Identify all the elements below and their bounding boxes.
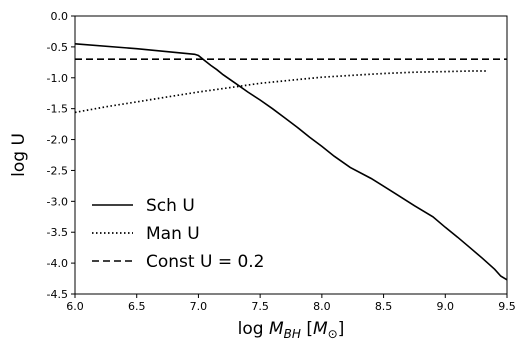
y-tick-label: -3.5 [47,226,68,239]
y-tick-label: -2.0 [47,134,68,147]
y-tick-label: -2.5 [47,164,68,177]
y-tick-label: -4.5 [47,288,68,301]
x-tick-label: 8.0 [313,300,331,313]
y-tick-label: -0.5 [47,41,68,54]
axis-ticks: 6.0 6.5 7.0 7.5 8.0 8.5 9.0 9.5 0.0 -0.5 -1.0 -1.5 -… [47,10,516,313]
y-tick-label: -1.0 [47,72,68,85]
x-tick-label: 7.5 [251,300,269,313]
x-axis-label: log MBH [M⊙] [238,319,345,340]
legend: Sch U Man U Const U = 0.2 [92,196,265,272]
series-line-1 [74,43,508,281]
plot-lines [74,43,508,281]
series-line-2 [74,70,486,114]
y-tick-label: -4.0 [47,257,68,270]
x-tick-label: 7.0 [190,300,208,313]
x-tick-label: 6.0 [66,300,84,313]
x-tick-label: 8.5 [375,300,393,313]
y-tick-label: 0.0 [51,10,69,23]
legend-label-1: Sch U [146,196,195,216]
x-tick-label: 9.5 [498,300,516,313]
legend-label-2: Man U [146,224,200,244]
y-tick-label: -3.0 [47,195,68,208]
x-tick-label: 6.5 [128,300,146,313]
x-tick-label: 9.0 [437,300,455,313]
plot-frame [74,15,508,295]
legend-label-3: Const U = 0.2 [146,252,265,272]
y-axis-label: log U [9,133,29,177]
y-tick-label: -1.5 [47,103,68,116]
